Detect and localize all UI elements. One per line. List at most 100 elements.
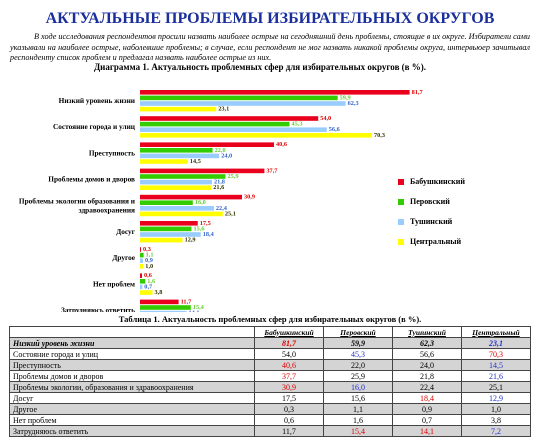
value-label: 70,3 xyxy=(374,132,385,139)
value-label: 37,7 xyxy=(266,167,277,174)
header-cell xyxy=(9,326,255,338)
table-row: Преступность 40,6 22,0 24,0 14,5 xyxy=(9,359,531,371)
legend-swatch xyxy=(398,199,404,205)
category-label: Другое xyxy=(112,253,135,262)
bar xyxy=(140,194,242,200)
table-row: Проблемы экологии, образования и здравоо… xyxy=(9,381,531,393)
value-cell: 0,6 xyxy=(254,414,324,426)
value-cell: 1,0 xyxy=(461,403,531,415)
value-label: 3,8 xyxy=(155,289,163,296)
value-label: 40,6 xyxy=(276,141,287,148)
row-label: Затрудняюсь ответить xyxy=(9,425,255,437)
value-label: 11,7 xyxy=(181,298,192,305)
value-cell: 3,8 xyxy=(461,414,531,426)
bar xyxy=(140,290,153,295)
header-row: Бабушкинский Перовский Тушинский Централ… xyxy=(9,326,531,338)
row-label: Проблемы экологии, образования и здравоо… xyxy=(9,381,255,393)
bar xyxy=(140,142,274,147)
value-cell: 1,6 xyxy=(323,414,393,426)
value-label: 0,3 xyxy=(143,246,151,253)
category-label: Проблемы домов и дворов xyxy=(48,174,135,183)
bar xyxy=(140,247,141,252)
value-cell: 25,1 xyxy=(461,381,531,393)
bar xyxy=(140,116,319,121)
table-row: Низкий уровень жизни 81,7 59,9 62,3 23,1 xyxy=(9,337,531,349)
table-row: Состояние города и улиц 54,0 45,3 56,6 70,3 xyxy=(9,348,531,360)
bar xyxy=(140,232,201,237)
row-label: Проблемы домов и дворов xyxy=(9,370,255,382)
value-label: 56,6 xyxy=(329,126,340,133)
value-cell: 0,9 xyxy=(392,403,462,415)
bar xyxy=(140,168,265,174)
bar xyxy=(140,273,142,278)
category-label: Состояние города и улиц xyxy=(53,122,136,131)
value-label: 21,6 xyxy=(213,184,224,191)
value-cell: 17,5 xyxy=(254,392,324,404)
value-cell: 23,1 xyxy=(461,337,531,349)
value-label: 0,9 xyxy=(145,257,153,264)
chart: Диаграмма 1. Актуальность проблемных сфе… xyxy=(19,62,465,312)
bar xyxy=(140,90,410,95)
value-cell: 22,4 xyxy=(392,381,462,393)
bar xyxy=(140,121,290,127)
bar xyxy=(140,179,212,185)
value-cell: 24,0 xyxy=(392,359,462,371)
value-label: 21,8 xyxy=(214,179,225,186)
value-cell: 12,9 xyxy=(461,392,531,404)
bar xyxy=(140,310,187,312)
value-label: 45,3 xyxy=(291,121,302,128)
bar xyxy=(140,148,213,153)
header-cell: Бабушкинский xyxy=(254,326,324,338)
value-cell: 0,7 xyxy=(392,414,462,426)
page-title: АКТУАЛЬНЫЕ ПРОБЛЕМЫ ИЗБИРАТЕЛЬНЫХ ОКРУГО… xyxy=(45,10,495,27)
legend-swatch xyxy=(398,179,404,185)
value-cell: 21,8 xyxy=(392,370,462,382)
category-label: Нет проблем xyxy=(93,279,135,288)
bar xyxy=(140,252,144,258)
value-cell: 16,0 xyxy=(323,381,393,393)
intro-paragraph: В ходе исследования респондентов просили… xyxy=(10,32,530,62)
legend-label: Тушинский xyxy=(410,217,453,226)
value-cell: 11,7 xyxy=(254,425,324,437)
value-label: 24,0 xyxy=(221,152,232,159)
bar xyxy=(140,206,214,211)
value-label: 12,9 xyxy=(185,237,196,244)
table-title: Таблица 1. Актуальность проблемных сфер … xyxy=(118,314,422,324)
value-cell: 45,3 xyxy=(323,348,393,360)
bar xyxy=(140,153,220,159)
bar xyxy=(140,299,179,305)
value-cell: 81,7 xyxy=(254,337,324,349)
bar xyxy=(140,200,193,205)
value-label: 22,4 xyxy=(216,205,228,212)
row-label: Нет проблем xyxy=(9,414,255,426)
value-cell: 59,9 xyxy=(323,337,393,349)
bar xyxy=(140,95,338,101)
legend-label: Бабушкинский xyxy=(410,177,465,186)
value-cell: 0,3 xyxy=(254,403,324,415)
row-label: Низкий уровень жизни xyxy=(9,337,255,349)
bar xyxy=(140,279,146,284)
value-label: 59,9 xyxy=(340,94,351,101)
row-label: Преступность xyxy=(9,359,255,371)
value-cell: 14,1 xyxy=(392,425,462,437)
chart-title: Диаграмма 1. Актуальность проблемных сфе… xyxy=(94,62,426,72)
bar xyxy=(140,185,212,190)
bar xyxy=(140,226,192,232)
category-label: Проблемы экологии образования и здравоохр… xyxy=(19,196,136,214)
category-label: Низкий уровень жизни xyxy=(59,96,136,105)
value-cell: 70,3 xyxy=(461,348,531,360)
value-cell: 1,1 xyxy=(323,403,393,415)
bar xyxy=(140,174,226,179)
value-label: 23,1 xyxy=(218,106,229,113)
category-label: Преступность xyxy=(89,148,135,157)
category-label: Досуг xyxy=(116,227,135,236)
bar xyxy=(140,258,143,263)
value-cell: 18,4 xyxy=(392,392,462,404)
table-row: Проблемы домов и дворов 37,7 25,9 21,8 21,6 xyxy=(9,370,531,382)
value-label: 62,3 xyxy=(348,100,359,107)
value-label: 22,0 xyxy=(215,147,226,154)
value-label: 14,5 xyxy=(190,158,201,165)
row-label: Другое xyxy=(9,403,255,415)
value-cell: 14,5 xyxy=(461,359,531,371)
table-row: Нет проблем 0,6 1,6 0,7 3,8 xyxy=(9,414,531,426)
